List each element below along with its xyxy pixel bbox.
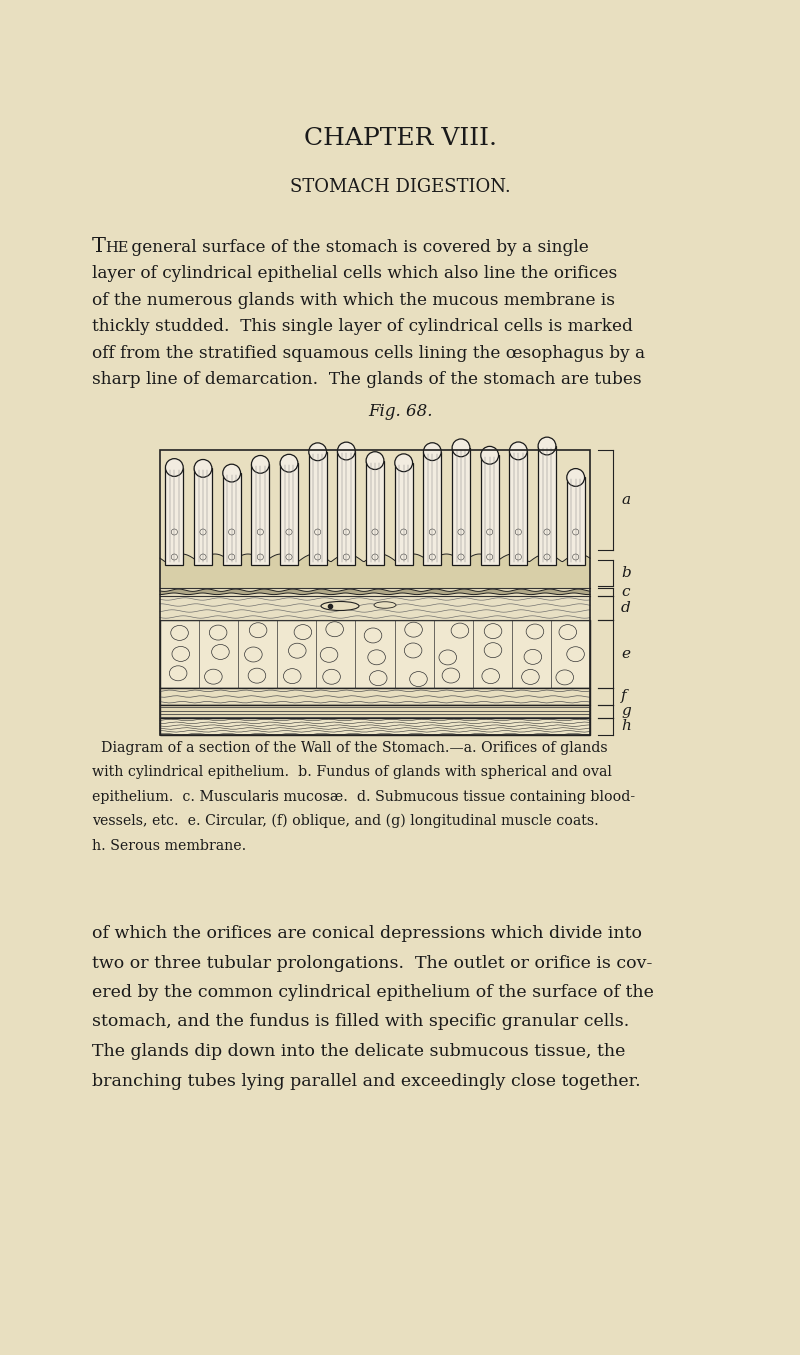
Bar	[309, 451, 326, 565]
Text: h: h	[621, 720, 631, 733]
Text: thickly studded.  This single layer of cylindrical cells is marked: thickly studded. This single layer of cy…	[92, 318, 633, 336]
Text: T: T	[92, 237, 106, 256]
Bar	[481, 455, 498, 565]
Text: two or three tubular prolongations.  The outlet or orifice is cov-: two or three tubular prolongations. The …	[92, 954, 652, 972]
Ellipse shape	[338, 442, 355, 459]
Text: c: c	[621, 585, 630, 599]
Ellipse shape	[194, 459, 212, 477]
Text: epithelium.  c. Muscularis mucosæ.  d. Submucous tissue containing blood-: epithelium. c. Muscularis mucosæ. d. Sub…	[92, 790, 635, 804]
Ellipse shape	[566, 469, 585, 486]
Text: STOMACH DIGESTION.: STOMACH DIGESTION.	[290, 178, 510, 196]
Bar	[160, 596, 590, 621]
Text: stomach, and the fundus is filled with specific granular cells.: stomach, and the fundus is filled with s…	[92, 1014, 630, 1031]
Ellipse shape	[538, 438, 556, 455]
Text: layer of cylindrical epithelial cells which also line the orifices: layer of cylindrical epithelial cells wh…	[92, 266, 618, 282]
Text: The glands dip down into the delicate submucous tissue, the: The glands dip down into the delicate su…	[92, 1043, 626, 1060]
Ellipse shape	[222, 465, 241, 482]
Bar	[510, 451, 527, 565]
Bar	[423, 451, 442, 565]
Ellipse shape	[423, 443, 442, 461]
Bar	[166, 467, 183, 565]
Text: h. Serous membrane.: h. Serous membrane.	[92, 839, 246, 854]
Text: d: d	[621, 602, 630, 615]
Bar	[222, 473, 241, 565]
Bar	[160, 450, 590, 734]
Bar	[160, 705, 590, 718]
Ellipse shape	[309, 443, 326, 461]
Text: off from the stratified squamous cells lining the œsophagus by a: off from the stratified squamous cells l…	[92, 346, 645, 362]
Text: branching tubes lying parallel and exceedingly close together.: branching tubes lying parallel and excee…	[92, 1073, 641, 1089]
Text: of the numerous glands with which the mucous membrane is: of the numerous glands with which the mu…	[92, 291, 615, 309]
Ellipse shape	[452, 439, 470, 457]
Ellipse shape	[280, 454, 298, 472]
Ellipse shape	[166, 458, 183, 477]
Text: CHAPTER VIII.: CHAPTER VIII.	[303, 127, 497, 150]
Bar	[194, 469, 212, 565]
Bar	[452, 449, 470, 565]
Ellipse shape	[366, 451, 384, 469]
Text: of which the orifices are conical depressions which divide into: of which the orifices are conical depres…	[92, 925, 642, 942]
Ellipse shape	[394, 454, 413, 472]
Bar	[366, 461, 384, 565]
Text: vessels, etc.  e. Circular, (f) oblique, and (g) longitudinal muscle coats.: vessels, etc. e. Circular, (f) oblique, …	[92, 814, 598, 828]
Bar	[338, 451, 355, 565]
Text: f: f	[621, 690, 626, 703]
Ellipse shape	[510, 442, 527, 459]
Text: a: a	[621, 493, 630, 507]
Text: Diagram of a section of the Wall of the Stomach.—a. Orifices of glands: Diagram of a section of the Wall of the …	[92, 741, 608, 755]
Text: Fig. 68.: Fig. 68.	[368, 402, 432, 420]
Text: ered by the common cylindrical epithelium of the surface of the: ered by the common cylindrical epitheliu…	[92, 984, 654, 1001]
Bar	[251, 465, 270, 565]
Bar	[538, 446, 556, 565]
Text: e: e	[621, 646, 630, 661]
Bar	[160, 718, 590, 734]
Text: with cylindrical epithelium.  b. Fundus of glands with spherical and oval: with cylindrical epithelium. b. Fundus o…	[92, 766, 612, 779]
Bar	[280, 463, 298, 565]
Bar	[394, 463, 413, 565]
Ellipse shape	[481, 446, 498, 465]
Bar	[160, 688, 590, 705]
Text: b: b	[621, 566, 630, 580]
Ellipse shape	[251, 455, 270, 473]
Bar	[160, 621, 590, 688]
Text: g: g	[621, 705, 630, 718]
Text: sharp line of demarcation.  The glands of the stomach are tubes: sharp line of demarcation. The glands of…	[92, 371, 642, 389]
Ellipse shape	[321, 602, 359, 611]
Text: general surface of the stomach is covered by a single: general surface of the stomach is covere…	[126, 238, 588, 256]
Ellipse shape	[374, 602, 396, 608]
Bar	[566, 477, 585, 565]
Text: HE: HE	[106, 241, 129, 255]
